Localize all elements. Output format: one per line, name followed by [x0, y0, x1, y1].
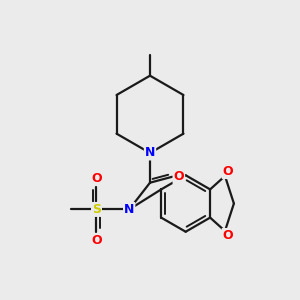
Text: N: N — [124, 203, 134, 216]
Text: N: N — [145, 146, 155, 160]
Text: O: O — [91, 234, 102, 247]
Text: O: O — [173, 170, 184, 183]
Text: O: O — [91, 172, 102, 185]
Text: S: S — [92, 203, 101, 216]
Text: O: O — [223, 229, 233, 242]
Text: O: O — [223, 165, 233, 178]
